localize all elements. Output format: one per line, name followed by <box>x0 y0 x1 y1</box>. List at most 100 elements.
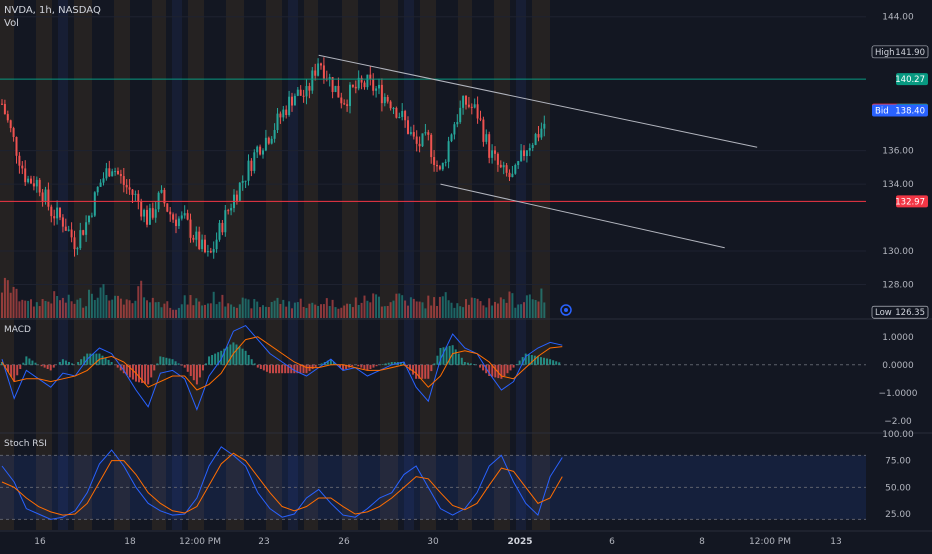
candle-body[interactable] <box>302 95 305 97</box>
candle-body[interactable] <box>491 150 494 158</box>
candle-body[interactable] <box>30 178 32 184</box>
candle-body[interactable] <box>267 137 270 144</box>
candle-body[interactable] <box>250 160 253 171</box>
candle-body[interactable] <box>311 70 314 91</box>
candle-body[interactable] <box>438 166 441 170</box>
candle-body[interactable] <box>169 211 172 215</box>
candle-body[interactable] <box>282 109 285 118</box>
volume-legend-label[interactable]: Vol <box>4 18 19 29</box>
candle-body[interactable] <box>186 213 189 220</box>
candle-body[interactable] <box>392 107 395 109</box>
candle-body[interactable] <box>9 120 12 129</box>
candle-body[interactable] <box>351 84 354 87</box>
candle-body[interactable] <box>212 249 215 253</box>
candle-body[interactable] <box>502 165 505 168</box>
candle-body[interactable] <box>433 157 436 165</box>
candle-body[interactable] <box>50 206 53 217</box>
candle-body[interactable] <box>224 210 227 233</box>
candle-body[interactable] <box>21 165 24 169</box>
candle-body[interactable] <box>543 123 546 129</box>
price-axis[interactable]: 144.00 136.00 134.00 130.00 128.00 <box>882 13 914 291</box>
candle-body[interactable] <box>253 152 256 171</box>
candle-body[interactable] <box>514 165 517 174</box>
candle-body[interactable] <box>230 208 233 211</box>
candle-body[interactable] <box>262 150 264 155</box>
candle-body[interactable] <box>383 96 386 104</box>
candle-body[interactable] <box>505 165 508 173</box>
candle-body[interactable] <box>444 161 447 163</box>
candle-body[interactable] <box>180 215 183 219</box>
candle-body[interactable] <box>244 180 247 182</box>
candle-body[interactable] <box>70 229 73 238</box>
candle-body[interactable] <box>378 84 380 89</box>
candle-body[interactable] <box>73 237 76 250</box>
symbol-title[interactable]: NVDA, 1h, NASDAQ <box>4 5 101 16</box>
price-badge[interactable]: Low 126.35 <box>871 305 929 319</box>
candle-body[interactable] <box>146 209 148 225</box>
candle-body[interactable] <box>32 183 35 187</box>
candle-body[interactable] <box>99 182 102 187</box>
candle-body[interactable] <box>238 182 241 201</box>
candle-body[interactable] <box>102 178 105 183</box>
candle-body[interactable] <box>215 239 218 250</box>
candle-body[interactable] <box>111 171 114 177</box>
candle-body[interactable] <box>166 203 169 212</box>
candle-body[interactable] <box>241 180 244 183</box>
candle-body[interactable] <box>195 231 198 240</box>
candle-body[interactable] <box>520 150 523 162</box>
candle-body[interactable] <box>299 89 302 96</box>
candle-body[interactable] <box>288 96 291 116</box>
candle-body[interactable] <box>354 86 357 89</box>
candle-body[interactable] <box>462 95 465 108</box>
candle-body[interactable] <box>192 237 195 240</box>
candle-body[interactable] <box>128 187 131 190</box>
candle-body[interactable] <box>398 116 401 118</box>
candle-body[interactable] <box>35 179 38 187</box>
candle-body[interactable] <box>366 74 369 88</box>
candle-body[interactable] <box>56 207 59 219</box>
candle-body[interactable] <box>360 77 363 83</box>
candle-body[interactable] <box>218 222 221 240</box>
time-axis[interactable]: 16 18 12:00 PM 23 26 30 2025 6 8 12:00 PM 13 <box>34 537 841 547</box>
candle-body[interactable] <box>372 79 375 91</box>
candle-body[interactable] <box>424 132 427 134</box>
candle-body[interactable] <box>528 148 531 151</box>
candle-body[interactable] <box>6 114 9 121</box>
candle-body[interactable] <box>125 184 128 188</box>
candle-body[interactable] <box>389 101 392 109</box>
candle-body[interactable] <box>259 146 262 155</box>
candle-body[interactable] <box>247 160 250 181</box>
candle-body[interactable] <box>465 95 467 105</box>
candle-body[interactable] <box>47 189 50 207</box>
candle-body[interactable] <box>447 141 450 162</box>
candle-body[interactable] <box>117 170 119 174</box>
candle-body[interactable] <box>285 109 288 116</box>
candle-body[interactable] <box>264 137 267 151</box>
candle-body[interactable] <box>204 239 206 253</box>
candle-body[interactable] <box>337 85 340 98</box>
candle-body[interactable] <box>198 231 201 250</box>
candle-body[interactable] <box>160 189 163 193</box>
candle-body[interactable] <box>96 186 99 193</box>
candle-body[interactable] <box>375 88 378 91</box>
candle-body[interactable] <box>79 230 82 249</box>
candle-body[interactable] <box>15 136 18 156</box>
candle-body[interactable] <box>441 162 444 170</box>
stoch-title[interactable]: Stoch RSI <box>4 439 47 449</box>
candle-body[interactable] <box>256 146 259 153</box>
candle-body[interactable] <box>108 168 111 177</box>
candle-body[interactable] <box>349 84 351 106</box>
candle-body[interactable] <box>44 189 47 202</box>
macd-line[interactable] <box>1 324 563 412</box>
candle-body[interactable] <box>331 77 334 92</box>
candle-body[interactable] <box>151 208 154 218</box>
candle-body[interactable] <box>12 128 15 137</box>
candle-body[interactable] <box>314 70 317 76</box>
candle-body[interactable] <box>511 173 514 178</box>
candle-body[interactable] <box>131 189 134 195</box>
candle-body[interactable] <box>206 251 209 253</box>
candle-body[interactable] <box>488 134 491 158</box>
candle-body[interactable] <box>105 168 108 179</box>
stoch-k-line[interactable] <box>1 446 563 520</box>
candle-body[interactable] <box>540 128 543 138</box>
